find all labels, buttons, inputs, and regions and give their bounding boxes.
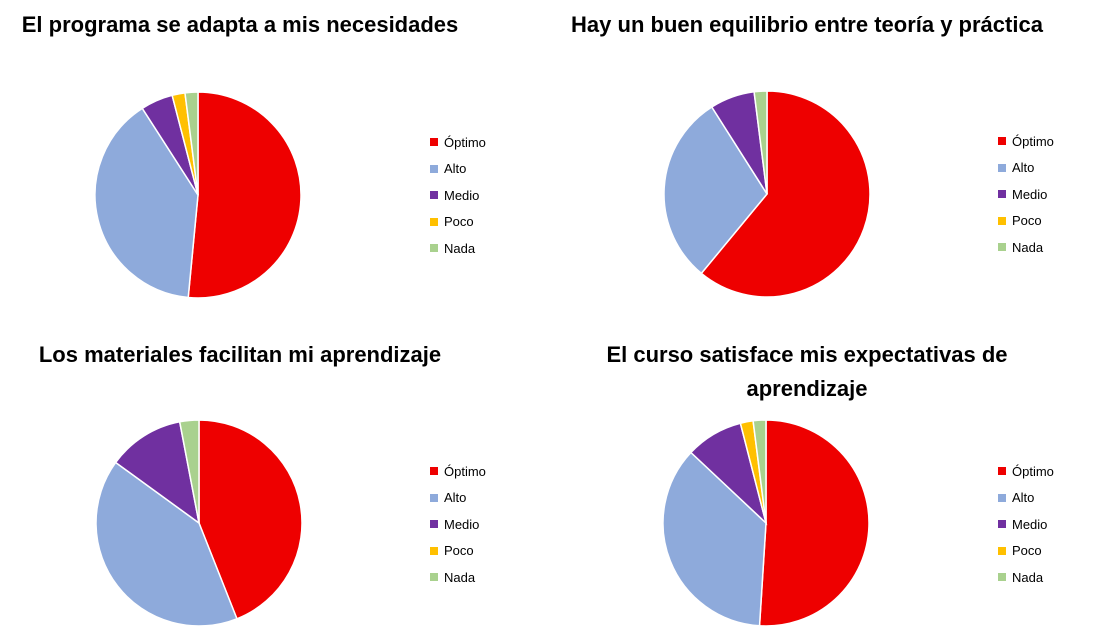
legend-item: Óptimo <box>430 129 486 156</box>
legend-swatch <box>430 546 438 555</box>
legend-item: Nada <box>430 235 486 262</box>
legend-label: Nada <box>1012 239 1044 255</box>
legend-label: Medio <box>444 516 480 532</box>
legend-item: Nada <box>998 564 1054 591</box>
legend-label: Poco <box>1012 543 1042 559</box>
legend-label: Nada <box>444 240 476 256</box>
legend-label: Alto <box>444 490 467 506</box>
legend-item: Alto <box>998 485 1054 512</box>
legend-item: Alto <box>998 155 1054 182</box>
pie-slice-nada <box>184 91 199 196</box>
legend-label: Óptimo <box>1012 133 1054 149</box>
pie-slice-alto <box>663 105 768 275</box>
pie-chart <box>662 419 870 627</box>
legend-item: Medio <box>430 182 486 209</box>
legend-swatch <box>998 573 1006 582</box>
chart-4: El curso satisface mis expectativas de a… <box>555 321 1110 642</box>
pie-slice-óptimo <box>758 419 870 627</box>
legend-swatch <box>998 243 1006 252</box>
legend-label: Poco <box>1012 213 1042 229</box>
legend-label: Poco <box>444 543 474 559</box>
pie-slice-óptimo <box>187 91 302 299</box>
legend-swatch <box>430 467 438 476</box>
legend-swatch <box>998 546 1006 555</box>
pie-chart <box>95 419 303 627</box>
legend-label: Alto <box>444 161 467 177</box>
pie-slice-óptimo <box>700 90 871 298</box>
chart-title: El curso satisface mis expectativas de a… <box>606 342 1008 401</box>
pie-slice-alto <box>662 451 767 627</box>
legend-swatch <box>998 216 1006 225</box>
legend-label: Nada <box>1012 569 1044 585</box>
chart-title: El programa se adapta a mis necesidades <box>21 12 459 37</box>
legend-label: Óptimo <box>444 134 486 150</box>
legend-item: Nada <box>998 234 1054 261</box>
legend-swatch <box>998 137 1006 146</box>
legend-item: Óptimo <box>998 128 1054 155</box>
legend-item: Óptimo <box>430 458 486 485</box>
pie-slice-medio <box>114 420 201 525</box>
legend-swatch <box>430 138 438 147</box>
legend-item: Óptimo <box>998 458 1054 485</box>
legend-item: Poco <box>998 208 1054 235</box>
pie-slice-nada <box>752 419 767 524</box>
chart-legend: Óptimo Alto Medio Poco Nada <box>430 458 486 591</box>
legend-label: Alto <box>1012 160 1035 176</box>
legend-label: Medio <box>444 187 480 203</box>
legend-swatch <box>998 520 1006 529</box>
legend-swatch <box>998 163 1006 172</box>
legend-item: Medio <box>998 511 1054 538</box>
legend-swatch <box>998 190 1006 199</box>
chart-3: Los materiales facilitan mi aprendizaje … <box>0 321 555 642</box>
chart-legend: Óptimo Alto Medio Poco Nada <box>998 458 1054 591</box>
legend-swatch <box>998 493 1006 502</box>
pie-chart <box>663 90 871 298</box>
chart-1: El programa se adapta a mis necesidades … <box>0 0 555 321</box>
chart-legend: Óptimo Alto Medio Poco Nada <box>430 129 486 262</box>
legend-swatch <box>430 191 438 200</box>
pie-slice-nada <box>753 90 768 195</box>
legend-swatch <box>998 467 1006 476</box>
legend-item: Medio <box>430 511 486 538</box>
pie-slice-óptimo <box>198 419 303 620</box>
legend-item: Nada <box>430 564 486 591</box>
legend-swatch <box>430 573 438 582</box>
legend-label: Alto <box>1012 490 1035 506</box>
pie-slice-nada <box>178 419 200 524</box>
legend-label: Poco <box>444 214 474 230</box>
legend-item: Poco <box>998 538 1054 565</box>
legend-label: Medio <box>1012 516 1048 532</box>
chart-legend: Óptimo Alto Medio Poco Nada <box>998 128 1054 261</box>
legend-label: Óptimo <box>1012 463 1054 479</box>
legend-item: Poco <box>430 538 486 565</box>
pie-chart <box>94 91 302 299</box>
chart-title: Los materiales facilitan mi aprendizaje <box>38 342 442 367</box>
legend-swatch <box>430 493 438 502</box>
legend-label: Óptimo <box>444 463 486 479</box>
legend-item: Alto <box>430 485 486 512</box>
chart-title: Hay un buen equilibrio entre teoría y pr… <box>571 12 1043 37</box>
legend-item: Alto <box>430 156 486 183</box>
pie-slice-alto <box>95 461 238 627</box>
legend-item: Poco <box>430 209 486 236</box>
legend-label: Nada <box>444 569 476 585</box>
legend-item: Medio <box>998 181 1054 208</box>
legend-swatch <box>430 217 438 226</box>
legend-swatch <box>430 520 438 529</box>
chart-2: Hay un buen equilibrio entre teoría y pr… <box>555 0 1110 321</box>
legend-label: Medio <box>1012 186 1048 202</box>
legend-swatch <box>430 244 438 253</box>
legend-swatch <box>430 164 438 173</box>
